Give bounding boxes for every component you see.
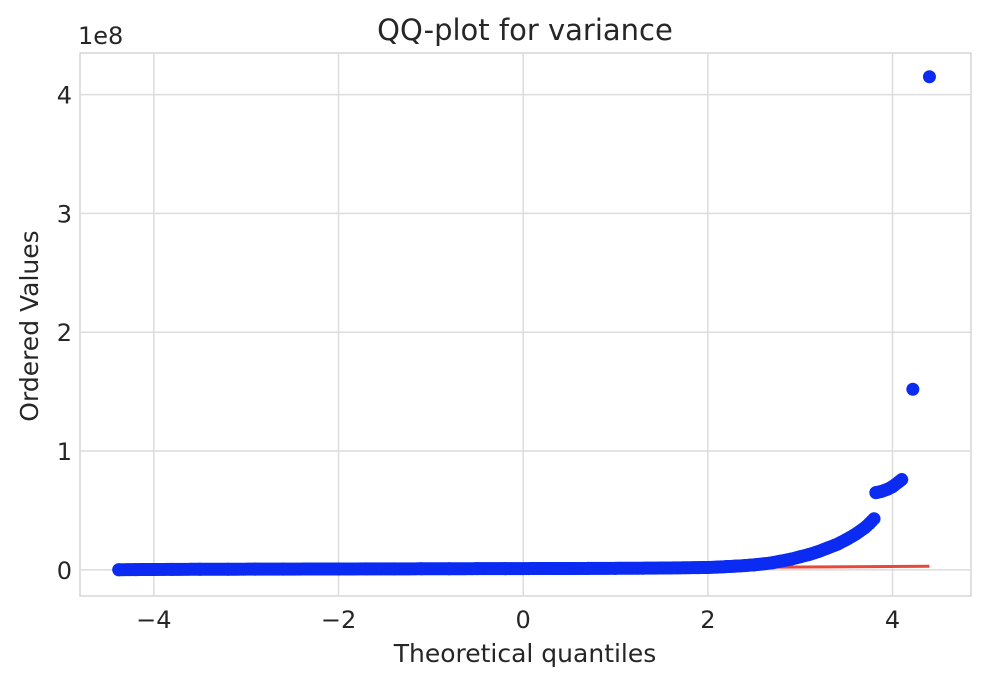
qq-point xyxy=(525,562,539,576)
qq-point xyxy=(553,562,567,576)
qq-point xyxy=(221,562,235,576)
qq-point xyxy=(636,561,650,575)
qq-point xyxy=(886,480,900,494)
y-tick-label: 1 xyxy=(57,438,72,466)
x-tick-label: 4 xyxy=(885,606,900,634)
qq-point xyxy=(710,560,724,574)
qq-point xyxy=(729,559,743,573)
qq-point xyxy=(138,563,152,577)
qq-point xyxy=(359,562,373,576)
x-tick-label: −2 xyxy=(321,606,356,634)
y-axis-label: Ordered Values xyxy=(15,230,44,421)
chart-title: QQ-plot for variance xyxy=(377,13,673,47)
qq-point xyxy=(387,562,401,576)
y-axis-offset-label: 1e8 xyxy=(78,22,123,50)
qq-point xyxy=(664,561,678,575)
qq-point xyxy=(304,562,318,576)
qq-point xyxy=(581,561,595,575)
qq-point xyxy=(498,562,512,576)
qq-point xyxy=(276,562,290,576)
y-tick-label: 4 xyxy=(57,82,72,110)
qq-point xyxy=(165,562,179,576)
qq-point xyxy=(922,70,936,84)
qq-point xyxy=(415,562,429,576)
qq-point xyxy=(692,561,706,575)
plot-area xyxy=(79,52,972,597)
x-tick-label: 0 xyxy=(516,606,531,634)
qq-point xyxy=(193,562,207,576)
y-tick-label: 3 xyxy=(57,200,72,228)
qq-point xyxy=(609,561,623,575)
x-tick-label: −4 xyxy=(136,606,171,634)
qq-point xyxy=(332,562,346,576)
qq-point xyxy=(719,560,733,574)
qq-point xyxy=(470,562,484,576)
tick-label-layer: −4 −2 0 2 4 0 1 2 3 4 xyxy=(57,82,900,634)
y-tick-label: 2 xyxy=(57,319,72,347)
x-tick-label: 2 xyxy=(700,606,715,634)
qq-point xyxy=(128,563,142,577)
points-layer xyxy=(112,70,936,577)
qq-point xyxy=(849,527,863,541)
qq-point xyxy=(442,562,456,576)
y-tick-label: 0 xyxy=(57,557,72,585)
qq-point xyxy=(906,382,920,396)
x-axis-label: Theoretical quantiles xyxy=(393,639,657,668)
qq-point xyxy=(248,562,262,576)
qq-point xyxy=(112,563,126,577)
qq-point xyxy=(867,512,881,526)
qq-point xyxy=(701,560,715,574)
qq-point xyxy=(147,563,161,577)
qq-point xyxy=(895,473,909,487)
